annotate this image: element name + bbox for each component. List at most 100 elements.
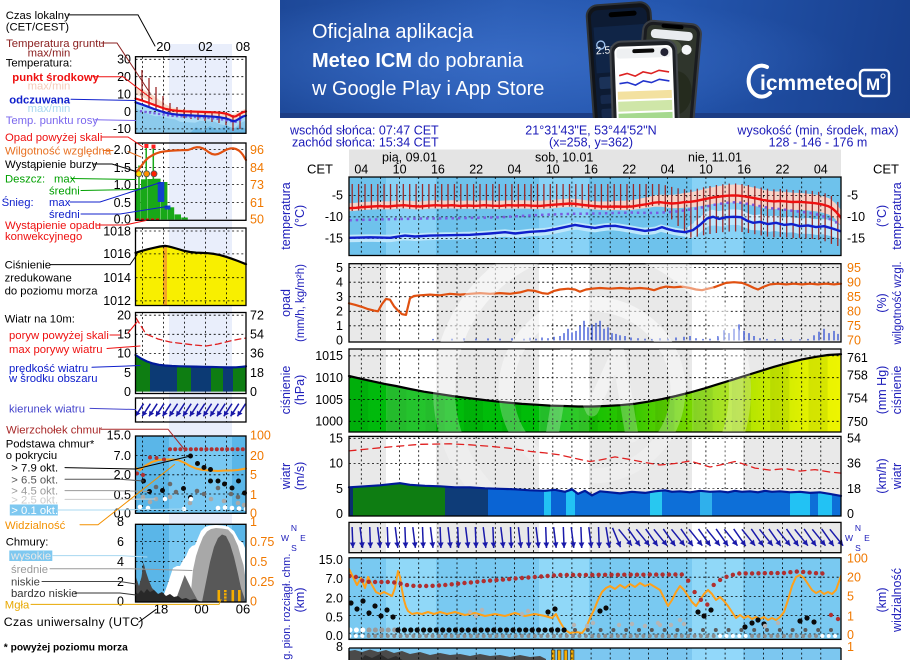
svg-text:0: 0 — [847, 507, 854, 521]
svg-text:-5: -5 — [847, 189, 858, 203]
svg-text:zredukowane: zredukowane — [5, 273, 72, 285]
svg-text:-10: -10 — [847, 210, 865, 224]
svg-text:widzialność: widzialność — [890, 568, 904, 633]
svg-text:0: 0 — [336, 334, 343, 348]
svg-text:7.0: 7.0 — [114, 449, 131, 463]
svg-text:max: max — [54, 174, 76, 186]
svg-text:wysokie: wysokie — [10, 551, 51, 563]
svg-text:06: 06 — [236, 602, 250, 617]
svg-text:0: 0 — [250, 506, 257, 520]
svg-text:opad: opad — [279, 289, 293, 317]
svg-text:Podstawa chmur*: Podstawa chmur* — [6, 439, 95, 451]
svg-text:Wilgotność względna: Wilgotność względna — [5, 146, 112, 158]
svg-text:Czas lokalny: Czas lokalny — [6, 10, 70, 22]
svg-text:wiatr: wiatr — [890, 463, 904, 490]
svg-text:22: 22 — [622, 163, 636, 177]
svg-text:18: 18 — [250, 366, 264, 380]
svg-text:0.0: 0.0 — [326, 629, 343, 643]
svg-text:ciśnienie: ciśnienie — [890, 366, 904, 415]
svg-text:W: W — [845, 533, 853, 543]
svg-text:(mm/h, kg/m²h): (mm/h, kg/m²h) — [295, 264, 307, 342]
svg-text:1012: 1012 — [103, 294, 131, 308]
svg-text:5: 5 — [336, 261, 343, 275]
svg-text:0.5: 0.5 — [114, 196, 131, 210]
svg-text:w środku obszaru: w środku obszaru — [8, 373, 98, 385]
svg-text:(%): (%) — [875, 293, 889, 312]
svg-text:100: 100 — [250, 429, 271, 443]
svg-text:754: 754 — [847, 392, 868, 406]
svg-text:pion. rozciągł. chm.: pion. rozciągł. chm. — [281, 554, 293, 649]
svg-text:2.0: 2.0 — [114, 468, 131, 482]
svg-text:36: 36 — [847, 457, 861, 471]
svg-text:8: 8 — [336, 640, 343, 654]
svg-text:00: 00 — [194, 602, 208, 617]
svg-text:Deszcz:: Deszcz: — [5, 174, 45, 186]
svg-text:0: 0 — [336, 507, 343, 521]
svg-text:0: 0 — [847, 628, 854, 642]
svg-text:04: 04 — [508, 163, 522, 177]
svg-text:70: 70 — [847, 334, 861, 348]
svg-text:4: 4 — [117, 555, 124, 569]
svg-text:1000: 1000 — [315, 415, 343, 429]
svg-text:max: max — [49, 197, 71, 209]
svg-text:(km/h): (km/h) — [875, 458, 889, 493]
svg-text:M: M — [866, 75, 880, 94]
svg-text:(km): (km) — [875, 588, 889, 613]
svg-text:20: 20 — [847, 571, 861, 585]
svg-text:> 0.1 okt.: > 0.1 okt. — [11, 505, 58, 517]
svg-text:5: 5 — [124, 366, 131, 380]
svg-text:bardzo niskie: bardzo niskie — [11, 588, 78, 600]
svg-text:(mm Hg): (mm Hg) — [875, 366, 889, 415]
svg-text:CET: CET — [873, 162, 899, 177]
svg-text:-10: -10 — [113, 122, 131, 136]
svg-text:N: N — [855, 523, 861, 533]
svg-text:0: 0 — [124, 385, 131, 399]
svg-text:22: 22 — [469, 163, 483, 177]
svg-text:Widzialność: Widzialność — [5, 520, 66, 532]
svg-text:> 2.5 okt.: > 2.5 okt. — [11, 495, 58, 507]
svg-text:100: 100 — [847, 551, 868, 565]
svg-text:-10: -10 — [325, 210, 343, 224]
svg-text:CET: CET — [307, 162, 333, 177]
svg-text:N: N — [291, 523, 297, 533]
svg-text:0: 0 — [117, 595, 124, 609]
svg-text:84: 84 — [250, 161, 264, 175]
svg-text:15: 15 — [117, 328, 131, 342]
svg-text:750: 750 — [847, 415, 868, 429]
svg-text:kierunek wiatru: kierunek wiatru — [9, 404, 85, 416]
svg-text:Czas uniwersalny (UTC): Czas uniwersalny (UTC) — [4, 615, 144, 629]
svg-text:30: 30 — [117, 53, 131, 67]
svg-text:o pokryciu: o pokryciu — [6, 450, 58, 462]
svg-text:50: 50 — [250, 213, 264, 227]
svg-text:0.5: 0.5 — [326, 610, 343, 624]
svg-text:-15: -15 — [325, 232, 343, 246]
svg-text:3: 3 — [336, 290, 343, 304]
svg-text:ciśnienie: ciśnienie — [279, 366, 293, 415]
svg-text:2.0: 2.0 — [326, 591, 343, 605]
svg-text:temperatura: temperatura — [890, 182, 904, 249]
svg-text:1015: 1015 — [315, 349, 343, 363]
svg-text:-5: -5 — [332, 189, 343, 203]
svg-text:08: 08 — [236, 39, 250, 54]
svg-text:E: E — [864, 533, 870, 543]
svg-text:W: W — [281, 533, 289, 543]
svg-text:(CET/CEST): (CET/CEST) — [6, 22, 70, 34]
svg-text:odczuwana: odczuwana — [9, 94, 71, 106]
svg-text:7.0: 7.0 — [326, 572, 343, 586]
svg-text:0.75: 0.75 — [250, 535, 274, 549]
svg-text:1: 1 — [847, 609, 854, 623]
svg-text:(km): (km) — [293, 588, 307, 613]
svg-text:S: S — [291, 543, 297, 553]
svg-text:1014: 1014 — [103, 271, 131, 285]
svg-text:średnie: średnie — [11, 564, 48, 576]
svg-text:20: 20 — [156, 39, 170, 54]
svg-text:16: 16 — [584, 163, 598, 177]
svg-text:54: 54 — [250, 328, 264, 342]
svg-text:16: 16 — [737, 163, 751, 177]
svg-text:(°C): (°C) — [293, 205, 307, 227]
svg-text:(m/s): (m/s) — [293, 462, 307, 490]
svg-text:Śnieg:: Śnieg: — [2, 196, 34, 209]
svg-text:-15: -15 — [847, 232, 865, 246]
svg-text:Opad powyżej skali: Opad powyżej skali — [5, 132, 102, 144]
svg-text:6: 6 — [117, 535, 124, 549]
